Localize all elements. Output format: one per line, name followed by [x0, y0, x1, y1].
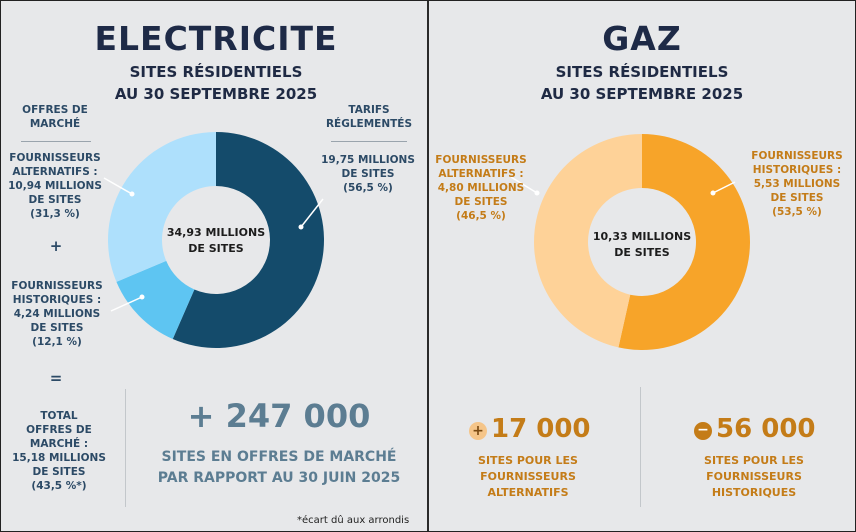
- minus-badge-icon: −: [694, 422, 712, 440]
- label-line: (46,5 %): [456, 210, 506, 222]
- gaz-donut-chart: [510, 134, 750, 350]
- label-line: HISTORIQUES :: [752, 164, 842, 176]
- center-line: 10,33 MILLIONS: [592, 230, 692, 243]
- elec-donut-center-label: 34,93 MILLIONS DE SITES: [161, 225, 271, 257]
- plus-badge-icon: +: [469, 422, 487, 440]
- gaz-hist-delta: 56 000: [716, 414, 816, 444]
- elec-total-label: TOTAL OFFRES DE MARCHÉ : 15,18 MILLIONS …: [7, 409, 111, 493]
- elec-tarifs-leader-line: [300, 198, 324, 228]
- elec-alt-leader-line: [103, 177, 133, 195]
- label-line: ALTERNATIFS :: [12, 166, 98, 178]
- gaz-alt-delta: 17 000: [491, 414, 591, 444]
- label-line: OFFRES DE: [26, 424, 92, 436]
- label-line: FOURNISSEURS: [11, 280, 103, 292]
- elec-slice-historiques: [116, 260, 195, 339]
- electricite-title: ELECTRICITE: [94, 19, 338, 58]
- label-line: DE SITES: [28, 194, 82, 206]
- elec-hist-leader-dot: [139, 294, 145, 300]
- footnote: *écart dû aux arrondis: [297, 515, 410, 526]
- elec-big-number: + 247 000: [187, 397, 371, 435]
- tarifs-header-line: TARIFS: [348, 104, 390, 116]
- plus-sign: +: [49, 237, 63, 255]
- elec-tarifs-label: 19,75 MILLIONS DE SITES (56,5 %): [319, 153, 417, 195]
- equals-sign: =: [49, 369, 63, 387]
- gaz-alt-leader-dot: [534, 190, 540, 196]
- caption-line: ALTERNATIFS: [487, 486, 569, 499]
- caption-line: HISTORIQUES: [711, 486, 797, 499]
- label-line: FOURNISSEURS: [751, 150, 843, 162]
- elec-bottom-divider: [125, 389, 126, 507]
- elec-alt-leader-dot: [129, 191, 135, 197]
- label-line: MARCHÉ :: [29, 438, 89, 450]
- caption-line: SITES POUR LES: [704, 454, 804, 467]
- caption-line: PAR RAPPORT AU 30 JUIN 2025: [157, 470, 401, 486]
- gaz-slice-alternatifs: [533, 134, 642, 348]
- caption-line: FOURNISSEURS: [480, 470, 576, 483]
- gaz-subtitle-2: AU 30 SEPTEMBRE 2025: [540, 85, 744, 103]
- elec-big-caption: SITES EN OFFRES DE MARCHÉ PAR RAPPORT AU…: [131, 447, 427, 489]
- gaz-hist-leader-dot: [710, 190, 716, 196]
- offres-divider: [21, 141, 91, 142]
- gaz-hist-leader-line: [712, 181, 736, 194]
- label-line: HISTORIQUES :: [12, 294, 102, 306]
- center-line: DE SITES: [614, 246, 670, 259]
- gaz-alternatifs-label: FOURNISSEURS ALTERNATIFS : 4,80 MILLIONS…: [429, 153, 533, 223]
- electricite-donut-chart: [103, 132, 325, 348]
- label-line: DE SITES: [30, 322, 84, 334]
- offres-de-marche-header: OFFRES DE MARCHÉ: [13, 103, 97, 131]
- label-line: DE SITES: [770, 192, 824, 204]
- label-line: (43,5 %*): [31, 480, 87, 492]
- elec-historiques-label: FOURNISSEURS HISTORIQUES : 4,24 MILLIONS…: [9, 279, 105, 349]
- label-line: 4,80 MILLIONS: [437, 182, 525, 194]
- electricite-subtitle-1: SITES RÉSIDENTIELS: [129, 63, 303, 81]
- elec-alternatifs-label: FOURNISSEURS ALTERNATIFS : 10,94 MILLION…: [7, 151, 103, 221]
- label-line: FOURNISSEURS: [435, 154, 527, 166]
- gaz-slice-historiques: [618, 134, 750, 350]
- electricite-subtitle-2: AU 30 SEPTEMBRE 2025: [114, 85, 318, 103]
- tarifs-divider: [331, 141, 407, 142]
- gaz-donut-center-label: 10,33 MILLIONS DE SITES: [586, 229, 698, 261]
- elec-tarifs-leader-dot: [298, 224, 304, 230]
- offres-header-line: OFFRES DE: [22, 104, 88, 116]
- label-line: 5,53 MILLIONS: [753, 178, 841, 190]
- label-line: 10,94 MILLIONS: [8, 180, 102, 192]
- elec-hist-leader-line: [110, 296, 143, 312]
- label-line: ALTERNATIFS :: [438, 168, 524, 180]
- center-line: DE SITES: [188, 242, 244, 255]
- tarifs-reglementes-header: TARIFS RÉGLEMENTÉS: [321, 103, 417, 131]
- gaz-title: GAZ: [602, 19, 682, 58]
- offres-header-line: MARCHÉ: [29, 118, 81, 130]
- caption-line: SITES EN OFFRES DE MARCHÉ: [161, 449, 397, 465]
- caption-line: SITES POUR LES: [478, 454, 578, 467]
- gaz-subtitle-1: SITES RÉSIDENTIELS: [555, 63, 729, 81]
- label-line: TOTAL: [40, 410, 78, 422]
- label-line: DE SITES: [32, 466, 86, 478]
- label-line: (31,3 %): [30, 208, 80, 220]
- gaz-alt-leader-line: [510, 176, 538, 194]
- label-line: (53,5 %): [772, 206, 822, 218]
- center-line: 34,93 MILLIONS: [166, 226, 266, 239]
- gaz-historiques-label: FOURNISSEURS HISTORIQUES : 5,53 MILLIONS…: [745, 149, 849, 219]
- label-line: (56,5 %): [343, 182, 393, 194]
- label-line: 4,24 MILLIONS: [13, 308, 101, 320]
- tarifs-header-line: RÉGLEMENTÉS: [325, 118, 413, 130]
- panel-divider: [427, 1, 429, 531]
- electricite-panel: ELECTRICITE SITES RÉSIDENTIELS AU 30 SEP…: [1, 1, 427, 531]
- gaz-panel: GAZ SITES RÉSIDENTIELS AU 30 SEPTEMBRE 2…: [429, 1, 855, 531]
- gaz-bottom-divider: [640, 387, 641, 507]
- label-line: FOURNISSEURS: [9, 152, 101, 164]
- label-line: 15,18 MILLIONS: [12, 452, 106, 464]
- label-line: DE SITES: [341, 168, 395, 180]
- gaz-alt-caption: SITES POUR LES FOURNISSEURS ALTERNATIFS: [453, 453, 603, 501]
- label-line: DE SITES: [454, 196, 508, 208]
- elec-slice-alternatifs: [107, 132, 216, 282]
- gaz-hist-caption: SITES POUR LES FOURNISSEURS HISTORIQUES: [679, 453, 829, 501]
- label-line: (12,1 %): [32, 336, 82, 348]
- elec-slice-tarifs: [172, 132, 325, 348]
- label-line: 19,75 MILLIONS: [321, 154, 415, 166]
- caption-line: FOURNISSEURS: [706, 470, 802, 483]
